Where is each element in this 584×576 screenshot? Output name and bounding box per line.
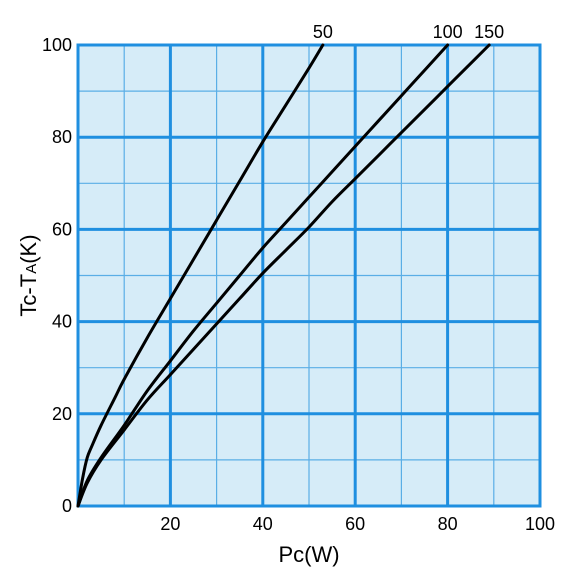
series-line-150 [76, 43, 491, 508]
x-tick-label: 40 [253, 514, 273, 534]
y-axis-label-unit: (K) [16, 234, 41, 263]
y-tick-label: 0 [62, 496, 72, 516]
series-label-100: 100 [433, 22, 463, 42]
series-line-50 [76, 43, 325, 508]
x-tick-label: 60 [345, 514, 365, 534]
y-axis-label-main2: T [16, 274, 41, 287]
y-tick-labels: 0 20 40 60 80 100 [42, 35, 72, 516]
series-line-100 [76, 43, 450, 508]
y-tick-label: 100 [42, 35, 72, 55]
y-axis-label-sep: - [16, 287, 41, 294]
x-axis-label-main: Pc [278, 542, 304, 567]
x-tick-label: 80 [438, 514, 458, 534]
y-tick-label: 80 [52, 127, 72, 147]
series-label-150: 150 [474, 22, 504, 42]
series-labels: 50 100 150 [313, 22, 504, 42]
y-axis-label: Tc-TA(K) [16, 234, 41, 316]
series-label-50: 50 [313, 22, 333, 42]
y-axis-label-sub: A [23, 264, 40, 274]
y-tick-label: 20 [52, 404, 72, 424]
y-tick-label: 40 [52, 312, 72, 332]
x-axis-label: Pc(W) [278, 542, 339, 567]
x-tick-labels: 20 40 60 80 100 [160, 514, 555, 534]
x-tick-label: 100 [525, 514, 555, 534]
x-tick-label: 20 [160, 514, 180, 534]
x-axis-label-unit: (W) [304, 542, 339, 567]
grid-major [76, 43, 542, 508]
y-tick-label: 60 [52, 219, 72, 239]
y-axis-label-main: Tc [16, 295, 41, 317]
series-lines [76, 43, 491, 508]
